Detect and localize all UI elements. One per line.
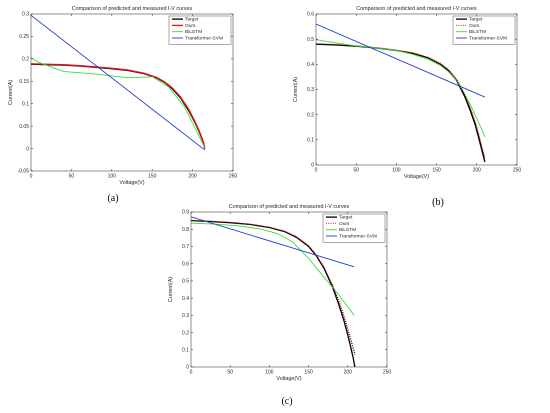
legend-entry: Target bbox=[185, 17, 199, 23]
legend-entry: Ours bbox=[469, 23, 480, 29]
chart-title: Comparison of predicted and measured I-V… bbox=[356, 6, 477, 12]
y-tick-label: 0.5 bbox=[307, 37, 314, 43]
y-axis-label: Current(A) bbox=[168, 277, 174, 302]
y-tick-label: 0.15 bbox=[19, 79, 29, 85]
chart-title: Comparison of predicted and measured I-V… bbox=[72, 6, 193, 12]
x-tick-label: 250 bbox=[513, 168, 522, 174]
series-line-ours bbox=[191, 219, 356, 356]
legend-entry: Target bbox=[339, 215, 353, 221]
x-axis-label: Voltage(V) bbox=[119, 180, 144, 186]
y-tick-label: 0.8 bbox=[182, 227, 189, 233]
y-axis-label: Current(A) bbox=[293, 77, 299, 102]
y-tick-label: 0.4 bbox=[307, 62, 314, 68]
chart-panel: Comparison of predicted and measured I-V… bbox=[293, 6, 521, 208]
x-tick-label: 200 bbox=[188, 174, 197, 180]
legend-entry: BiLSTM bbox=[469, 29, 486, 35]
x-tick-label: 200 bbox=[344, 370, 353, 376]
series-line-bilstm bbox=[191, 222, 355, 316]
y-tick-label: 0.1 bbox=[22, 101, 29, 107]
y-tick-label: 0.25 bbox=[19, 34, 29, 40]
y-tick-label: 0.4 bbox=[182, 296, 189, 302]
legend-entry: Ours bbox=[339, 221, 350, 227]
legend-box bbox=[452, 15, 516, 45]
legend-box bbox=[168, 15, 232, 45]
y-axis-label: Current(A) bbox=[8, 80, 14, 105]
series-line-transformer-svm bbox=[191, 216, 355, 268]
x-tick-label: 50 bbox=[69, 174, 75, 180]
x-tick-label: 100 bbox=[108, 174, 117, 180]
y-tick-label: 0.05 bbox=[19, 124, 29, 130]
series-line-target bbox=[316, 43, 486, 163]
series-line-transformer-svm bbox=[31, 14, 205, 151]
y-tick-label: 0.1 bbox=[182, 347, 189, 353]
panel-label: (a) bbox=[107, 193, 118, 204]
y-tick-label: 0.2 bbox=[22, 57, 29, 63]
chart-title: Comparison of predicted and measured I-V… bbox=[229, 204, 350, 210]
y-tick-label: 0.2 bbox=[182, 330, 189, 336]
x-tick-label: 0 bbox=[190, 370, 193, 376]
legend-box bbox=[322, 213, 386, 243]
y-tick-label: 0.5 bbox=[182, 279, 189, 285]
y-tick-label: 0 bbox=[186, 365, 189, 371]
legend-entry: Ours bbox=[185, 23, 196, 29]
x-axis-label: Voltage(V) bbox=[276, 376, 301, 382]
x-tick-label: 100 bbox=[392, 168, 401, 174]
series-group bbox=[31, 14, 206, 151]
x-tick-label: 150 bbox=[304, 370, 313, 376]
y-tick-label: 0.7 bbox=[182, 244, 189, 250]
y-tick-label: 0.2 bbox=[307, 112, 314, 118]
panel-label: (c) bbox=[281, 396, 292, 407]
legend-entry: BiLSTM bbox=[339, 227, 356, 233]
x-tick-label: 150 bbox=[148, 174, 157, 180]
y-tick-label: 0.3 bbox=[307, 87, 314, 93]
axes-box bbox=[30, 13, 234, 172]
x-tick-label: 250 bbox=[383, 370, 392, 376]
x-tick-label: 0 bbox=[30, 174, 33, 180]
series-line-bilstm bbox=[316, 39, 486, 137]
x-tick-label: 50 bbox=[353, 168, 359, 174]
x-axis-label: Voltage(V) bbox=[404, 174, 429, 180]
y-tick-label: 0.6 bbox=[307, 12, 314, 18]
y-tick-label: 0.3 bbox=[182, 313, 189, 319]
legend-entry: Transformer-SVM bbox=[185, 35, 223, 41]
x-tick-label: 0 bbox=[315, 168, 318, 174]
y-tick-label: 0.9 bbox=[182, 210, 189, 216]
series-line-extra bbox=[331, 284, 356, 354]
y-tick-label: 0 bbox=[311, 163, 314, 169]
legend-entry: Target bbox=[469, 17, 483, 23]
chart-panel: Comparison of predicted and measured I-V… bbox=[8, 6, 237, 204]
series-line-bilstm bbox=[31, 57, 206, 148]
legend-entry: Transformer-SVM bbox=[469, 35, 507, 41]
y-tick-label: -0.05 bbox=[18, 169, 30, 175]
y-tick-label: 0 bbox=[26, 146, 29, 152]
y-tick-label: 0.1 bbox=[307, 138, 314, 144]
panel-label: (b) bbox=[432, 197, 444, 208]
legend-entry: BiLSTM bbox=[185, 29, 202, 35]
legend-entry: Transformer-SVM bbox=[339, 233, 377, 239]
series-line-extra bbox=[456, 79, 486, 161]
x-tick-label: 50 bbox=[227, 370, 233, 376]
series-line-ours bbox=[31, 63, 206, 149]
series-line-target bbox=[191, 219, 356, 367]
x-tick-label: 200 bbox=[473, 168, 482, 174]
chart-panel: Comparison of predicted and measured I-V… bbox=[168, 204, 391, 407]
axes-box bbox=[190, 211, 388, 368]
series-group bbox=[316, 23, 486, 163]
y-tick-label: 0.3 bbox=[22, 12, 29, 18]
x-tick-label: 100 bbox=[265, 370, 274, 376]
series-line-transformer-svm bbox=[316, 23, 486, 98]
x-tick-label: 250 bbox=[229, 174, 238, 180]
x-tick-label: 150 bbox=[432, 168, 441, 174]
series-group bbox=[191, 216, 356, 367]
y-tick-label: 0.6 bbox=[182, 261, 189, 267]
